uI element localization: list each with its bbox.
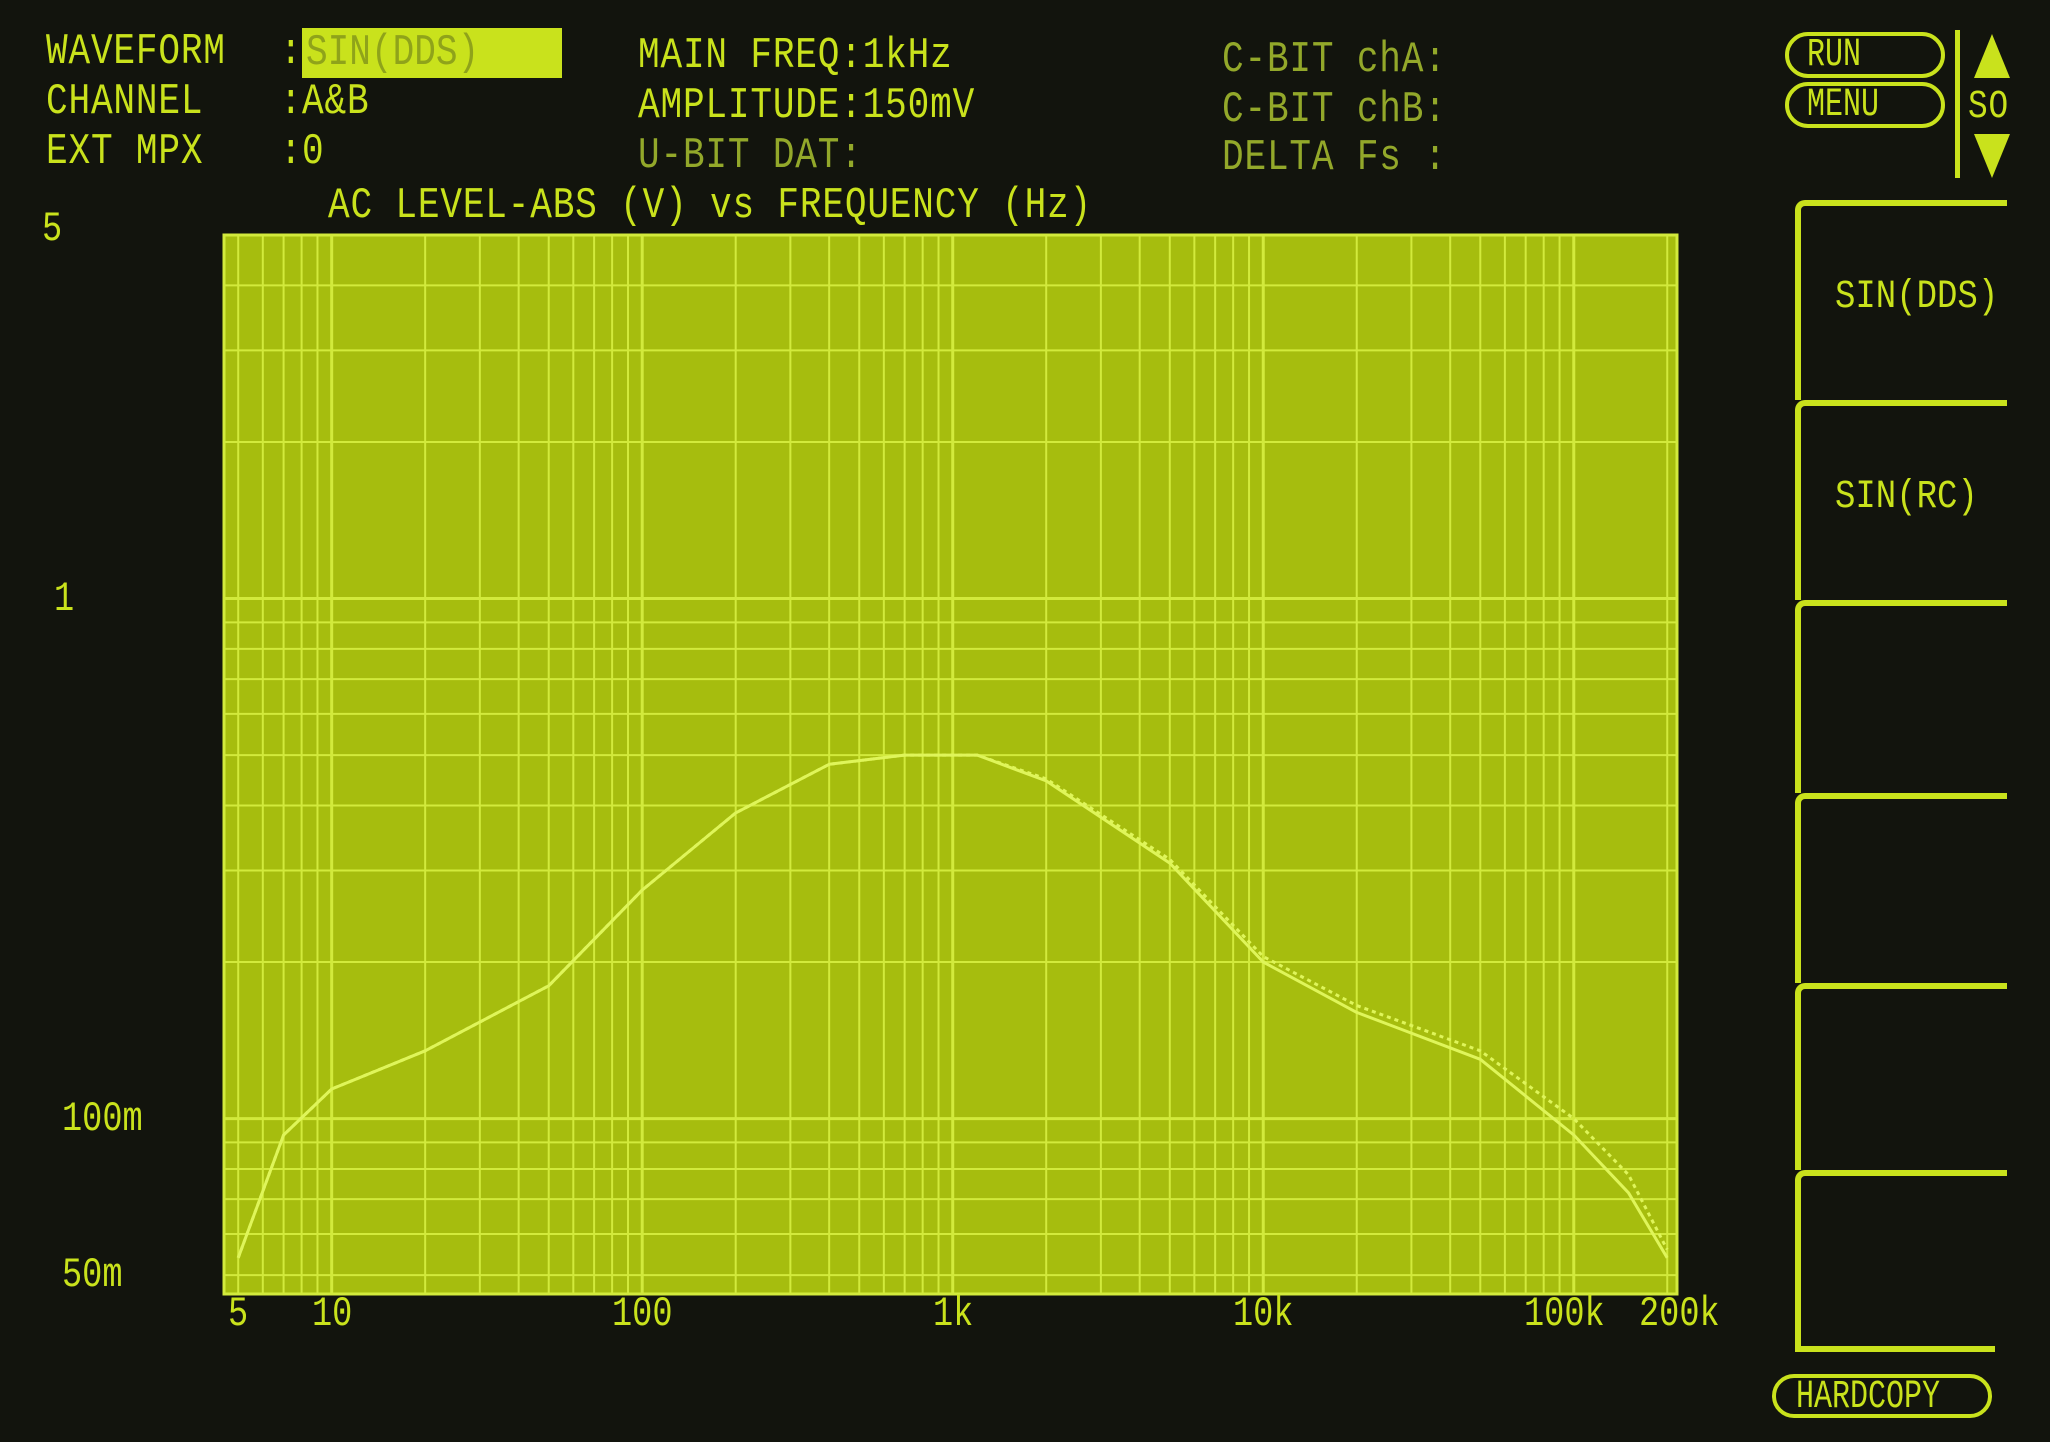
softkey-1[interactable]: SIN(DDS)	[1795, 200, 2007, 400]
softkey-label: SIN(RC)	[1835, 475, 1978, 520]
x-tick-label: 200k	[1639, 1290, 1720, 1338]
y-tick-label: 100m	[62, 1094, 143, 1143]
colon: :	[280, 27, 303, 77]
hardcopy-label: HARDCOPY	[1796, 1375, 1941, 1420]
colon: :	[280, 127, 303, 177]
x-tick-label: 100k	[1523, 1290, 1605, 1338]
chart-title: AC LEVEL-ABS (V) vs FREQUENCY (Hz)	[328, 181, 1093, 231]
softkey-6[interactable]	[1795, 1170, 2007, 1350]
plot-area	[224, 235, 1677, 1294]
series-line-2	[236, 753, 1669, 1259]
main-freq: MAIN FREQ:1kHz	[638, 31, 953, 81]
u-bit-dat: U-BIT DAT:	[638, 131, 863, 181]
menu-label: MENU	[1807, 83, 1880, 128]
ext-mpx-label: EXT MPX	[46, 127, 204, 177]
c-bit-cha: C-BIT chA:	[1222, 35, 1447, 85]
ext-mpx-value: 0	[302, 127, 325, 177]
delta-fs: DELTA Fs :	[1222, 133, 1447, 183]
x-tick-label: 10k	[1233, 1290, 1294, 1338]
softkey-5[interactable]	[1795, 983, 2007, 1170]
softkey-2[interactable]: SIN(RC)	[1795, 400, 2007, 600]
triangle-up-icon[interactable]	[1972, 32, 2012, 80]
hardcopy-button[interactable]: HARDCOPY	[1772, 1374, 1992, 1420]
x-tick-label: 10	[311, 1290, 353, 1338]
colon: :	[280, 77, 303, 127]
scroll-label: SO	[1968, 85, 2010, 130]
x-tick-label: 1k	[932, 1290, 974, 1338]
triangle-down-icon[interactable]	[1972, 132, 2012, 180]
y-tick-label: 1	[54, 574, 75, 623]
softkey-label: SIN(DDS)	[1835, 275, 1999, 320]
softkey-bottom-border	[1795, 1346, 1995, 1352]
waveform-value-field[interactable]: SIN(DDS)	[302, 28, 562, 78]
waveform-label: WAVEFORM	[46, 27, 226, 77]
y-tick-label: 50m	[62, 1251, 123, 1300]
y-tick-label: 5	[42, 205, 63, 253]
waveform-value: SIN(DDS)	[306, 28, 480, 78]
run-button[interactable]: RUN	[1785, 32, 1945, 78]
softkey-3[interactable]	[1795, 600, 2007, 793]
channel-label: CHANNEL	[46, 77, 204, 127]
divider	[1955, 30, 1960, 178]
run-label: RUN	[1807, 33, 1862, 78]
x-tick-label: 5	[228, 1290, 249, 1338]
menu-button[interactable]: MENU	[1785, 82, 1945, 128]
x-tick-label: 100	[612, 1290, 673, 1338]
amplitude: AMPLITUDE:150mV	[638, 81, 976, 131]
c-bit-chb: C-BIT chB:	[1222, 85, 1447, 135]
channel-value: A&B	[302, 77, 370, 127]
softkey-4[interactable]	[1795, 793, 2007, 983]
plot-border	[222, 233, 1679, 1296]
